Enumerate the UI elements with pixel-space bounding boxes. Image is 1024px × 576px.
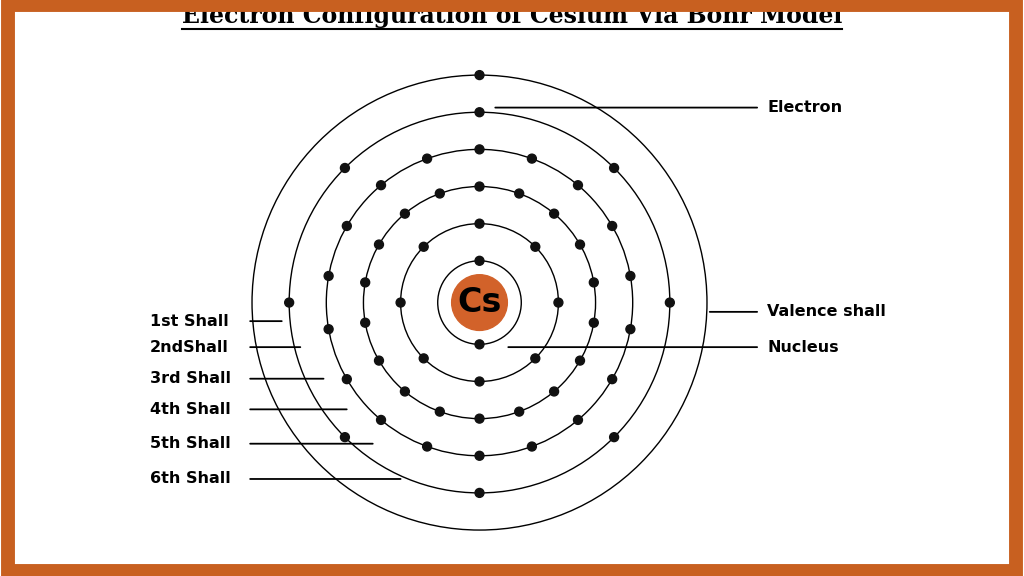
Circle shape <box>435 407 444 416</box>
Circle shape <box>475 340 484 349</box>
Circle shape <box>575 240 585 249</box>
Text: 6th Shall: 6th Shall <box>150 472 230 487</box>
Circle shape <box>400 209 410 218</box>
Circle shape <box>475 108 484 117</box>
Circle shape <box>475 219 484 228</box>
Text: Cs: Cs <box>458 286 502 319</box>
Text: 3rd Shall: 3rd Shall <box>150 371 230 386</box>
Circle shape <box>530 354 540 363</box>
Circle shape <box>340 164 349 172</box>
Circle shape <box>396 298 406 307</box>
Circle shape <box>475 256 484 265</box>
Circle shape <box>550 209 558 218</box>
Circle shape <box>419 242 428 251</box>
Circle shape <box>475 488 484 497</box>
Text: 1st Shall: 1st Shall <box>150 314 228 329</box>
Circle shape <box>400 387 410 396</box>
Circle shape <box>325 325 333 334</box>
Circle shape <box>626 325 635 334</box>
Circle shape <box>375 356 383 365</box>
Circle shape <box>342 222 351 230</box>
Circle shape <box>475 377 484 386</box>
Circle shape <box>527 154 537 163</box>
Text: Nucleus: Nucleus <box>767 340 839 355</box>
Circle shape <box>423 154 431 163</box>
Circle shape <box>527 442 537 451</box>
Circle shape <box>423 442 431 451</box>
Circle shape <box>475 71 484 79</box>
Circle shape <box>550 387 558 396</box>
Circle shape <box>360 278 370 287</box>
Circle shape <box>607 222 616 230</box>
Circle shape <box>375 240 383 249</box>
Circle shape <box>377 415 385 425</box>
Circle shape <box>475 414 484 423</box>
Circle shape <box>515 189 523 198</box>
Circle shape <box>590 319 598 327</box>
Circle shape <box>626 271 635 281</box>
Circle shape <box>530 242 540 251</box>
Circle shape <box>377 181 385 190</box>
Title: Electron Configuration of Cesium Via Bohr Model: Electron Configuration of Cesium Via Boh… <box>182 4 842 28</box>
Circle shape <box>607 375 616 384</box>
Circle shape <box>452 275 507 331</box>
Circle shape <box>573 181 583 190</box>
Circle shape <box>419 354 428 363</box>
Circle shape <box>515 407 523 416</box>
Circle shape <box>590 278 598 287</box>
Circle shape <box>475 145 484 154</box>
Circle shape <box>360 319 370 327</box>
Text: Valence shall: Valence shall <box>767 304 886 319</box>
Text: 4th Shall: 4th Shall <box>150 402 230 417</box>
Circle shape <box>575 356 585 365</box>
Text: Electron: Electron <box>767 100 843 115</box>
Text: 5th Shall: 5th Shall <box>150 436 230 451</box>
Circle shape <box>475 182 484 191</box>
Circle shape <box>340 433 349 442</box>
Circle shape <box>573 415 583 425</box>
Circle shape <box>554 298 563 307</box>
Circle shape <box>285 298 294 307</box>
Circle shape <box>609 164 618 172</box>
Circle shape <box>666 298 674 307</box>
Circle shape <box>342 375 351 384</box>
Text: 2ndShall: 2ndShall <box>150 340 228 355</box>
Circle shape <box>435 189 444 198</box>
Circle shape <box>475 452 484 460</box>
Circle shape <box>609 433 618 442</box>
Circle shape <box>325 271 333 281</box>
